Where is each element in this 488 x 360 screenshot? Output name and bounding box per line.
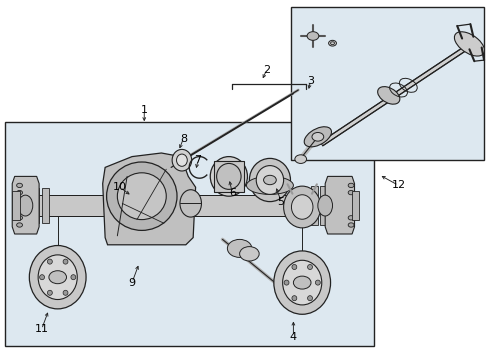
Bar xyxy=(5,122,373,346)
Ellipse shape xyxy=(328,40,336,46)
Ellipse shape xyxy=(291,296,296,301)
Ellipse shape xyxy=(47,259,52,264)
Ellipse shape xyxy=(227,239,251,257)
Ellipse shape xyxy=(216,163,241,189)
Ellipse shape xyxy=(291,195,312,219)
Bar xyxy=(351,191,359,220)
Text: 3: 3 xyxy=(306,76,313,86)
Ellipse shape xyxy=(317,195,332,216)
Ellipse shape xyxy=(291,265,296,270)
Ellipse shape xyxy=(315,280,320,285)
Bar xyxy=(27,195,112,216)
Polygon shape xyxy=(12,176,39,234)
Ellipse shape xyxy=(117,173,166,220)
Bar xyxy=(12,191,20,220)
Ellipse shape xyxy=(71,275,76,280)
Ellipse shape xyxy=(17,216,22,220)
Ellipse shape xyxy=(453,32,484,56)
Ellipse shape xyxy=(29,246,86,309)
Text: 4: 4 xyxy=(289,332,296,342)
Ellipse shape xyxy=(38,255,77,300)
Text: 6: 6 xyxy=(228,188,235,198)
Text: 12: 12 xyxy=(391,180,405,190)
Ellipse shape xyxy=(47,290,52,295)
Ellipse shape xyxy=(347,223,353,227)
Ellipse shape xyxy=(282,260,321,305)
Ellipse shape xyxy=(239,247,259,261)
Ellipse shape xyxy=(210,157,247,196)
Text: 7: 7 xyxy=(194,155,201,165)
Ellipse shape xyxy=(307,296,312,301)
Ellipse shape xyxy=(347,216,353,220)
Ellipse shape xyxy=(40,275,44,280)
Polygon shape xyxy=(102,153,195,245)
Ellipse shape xyxy=(172,149,191,171)
Bar xyxy=(193,195,303,216)
Ellipse shape xyxy=(294,155,306,163)
Ellipse shape xyxy=(246,176,293,194)
Ellipse shape xyxy=(283,186,320,228)
Ellipse shape xyxy=(284,280,288,285)
Ellipse shape xyxy=(18,195,33,216)
Ellipse shape xyxy=(63,290,68,295)
Text: 10: 10 xyxy=(113,182,126,192)
Text: 2: 2 xyxy=(263,65,269,75)
Ellipse shape xyxy=(377,87,399,104)
Ellipse shape xyxy=(17,190,22,195)
Polygon shape xyxy=(320,41,473,146)
Text: 11: 11 xyxy=(35,324,48,334)
Ellipse shape xyxy=(17,183,22,188)
Ellipse shape xyxy=(176,154,187,166)
Ellipse shape xyxy=(273,251,330,314)
Ellipse shape xyxy=(63,259,68,264)
Ellipse shape xyxy=(307,265,312,270)
Bar xyxy=(214,161,243,192)
Bar xyxy=(320,186,327,225)
Ellipse shape xyxy=(180,190,201,217)
Bar xyxy=(290,7,483,160)
Ellipse shape xyxy=(249,158,290,202)
Ellipse shape xyxy=(256,166,283,194)
Ellipse shape xyxy=(293,276,310,289)
Text: 5: 5 xyxy=(277,197,284,207)
Ellipse shape xyxy=(347,190,353,195)
Ellipse shape xyxy=(304,127,331,147)
Text: 1: 1 xyxy=(141,105,147,115)
Ellipse shape xyxy=(263,175,276,185)
Polygon shape xyxy=(325,176,354,234)
Ellipse shape xyxy=(49,271,66,284)
Bar xyxy=(310,186,317,225)
Ellipse shape xyxy=(17,223,22,227)
Ellipse shape xyxy=(106,162,177,230)
Ellipse shape xyxy=(306,32,318,40)
Ellipse shape xyxy=(347,183,353,188)
Bar xyxy=(32,188,39,223)
Bar xyxy=(41,188,49,223)
Text: 9: 9 xyxy=(128,278,135,288)
Text: 8: 8 xyxy=(180,134,186,144)
Ellipse shape xyxy=(311,132,323,141)
